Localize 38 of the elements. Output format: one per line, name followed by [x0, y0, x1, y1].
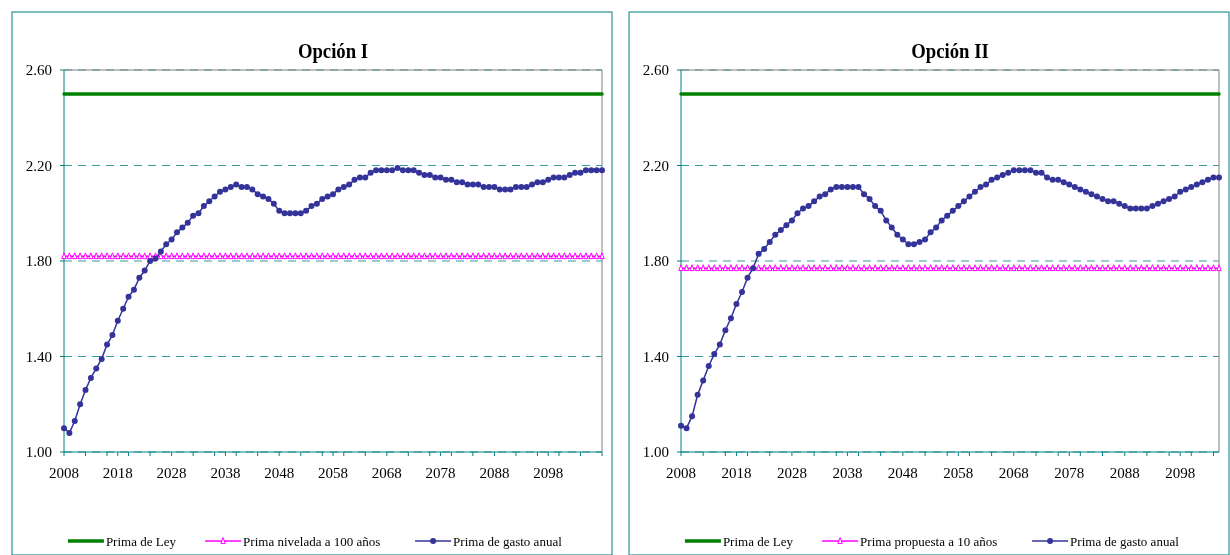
- x-tick-label: 2098: [533, 465, 564, 481]
- x-tick-label: 2038: [832, 465, 863, 481]
- y-tick-label: 2.20: [642, 157, 669, 174]
- y-tick-label: 2.60: [25, 62, 52, 79]
- x-tick-label: 2068: [371, 465, 402, 481]
- legend-label: Prima de gasto anual: [453, 533, 563, 549]
- legend-label: Prima de gasto anual: [1070, 533, 1180, 549]
- x-tick-label: 2058: [943, 465, 974, 481]
- x-tick-label: 2098: [1165, 465, 1196, 481]
- legend-label: Prima de Ley: [722, 533, 794, 549]
- x-tick-label: 2018: [721, 465, 752, 481]
- y-tick-label: 1.80: [25, 253, 52, 270]
- chart-title: Opción II: [911, 38, 989, 64]
- x-tick-label: 2078: [425, 465, 456, 481]
- legend-label: Prima propuesta a 10 años: [860, 533, 998, 549]
- x-tick-label: 2018: [102, 465, 133, 481]
- legend-label: Prima nivelada a 100 años: [243, 533, 381, 549]
- x-tick-label: 2028: [156, 465, 187, 481]
- x-tick-label: 2068: [998, 465, 1029, 481]
- chart-title: Opción I: [297, 38, 369, 64]
- y-tick-label: 1.40: [642, 348, 669, 365]
- x-tick-label: 2048: [264, 465, 295, 481]
- y-tick-label: 1.00: [25, 444, 52, 461]
- y-tick-label: 1.80: [642, 253, 669, 270]
- y-tick-label: 1.40: [25, 348, 52, 365]
- x-tick-label: 2008: [49, 465, 79, 481]
- x-tick-label: 2038: [210, 465, 241, 481]
- y-tick-label: 2.20: [25, 157, 52, 174]
- x-tick-label: 2008: [666, 465, 696, 481]
- x-tick-label: 2028: [776, 465, 807, 481]
- x-tick-label: 2088: [1109, 465, 1140, 481]
- legend-label: Prima de Ley: [105, 533, 177, 549]
- y-tick-label: 2.60: [642, 62, 669, 79]
- x-tick-label: 2078: [1054, 465, 1085, 481]
- x-tick-label: 2088: [479, 465, 510, 481]
- x-tick-label: 2048: [887, 465, 918, 481]
- y-tick-label: 1.00: [642, 444, 669, 461]
- x-tick-label: 2058: [318, 465, 348, 481]
